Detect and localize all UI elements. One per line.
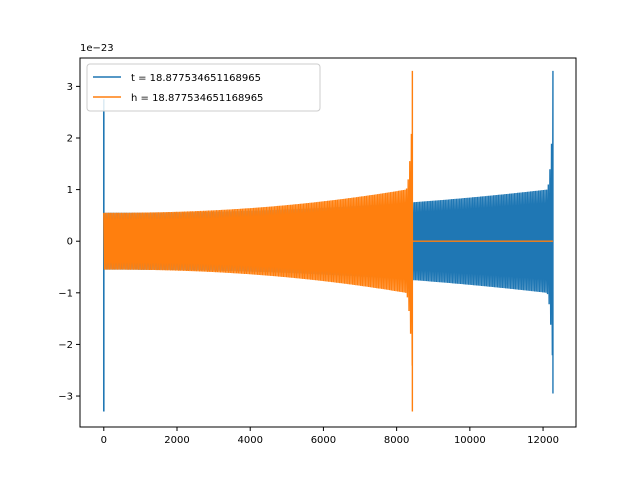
legend-label: t = 18.877534651168965 — [131, 73, 261, 84]
series-layer — [102, 70, 554, 412]
y-tick-label: −2 — [58, 340, 73, 351]
y-tick-label: 3 — [67, 82, 73, 93]
y-tick-label: −3 — [58, 392, 73, 403]
axes-frame — [79, 57, 577, 428]
x-tick-label: 10000 — [454, 435, 486, 446]
series-line — [103, 70, 553, 412]
x-tick-label: 12000 — [527, 435, 559, 446]
y-offset-text: 1e−23 — [80, 43, 114, 54]
y-axis-ticks: −3 −2 −1 0 1 2 3 — [58, 82, 80, 403]
x-tick-label: 8000 — [384, 435, 409, 446]
legend-box — [86, 63, 321, 112]
y-tick-label: −1 — [58, 288, 73, 299]
x-tick-label: 2000 — [164, 435, 189, 446]
x-axis-ticks: 0 2000 4000 6000 8000 10000 12000 — [101, 427, 559, 446]
legend: t = 18.877534651168965 h = 18.87753465116… — [86, 63, 321, 112]
y-tick-label: 1 — [67, 185, 73, 196]
series-h — [103, 70, 553, 412]
y-tick-label: 0 — [67, 237, 73, 248]
legend-label: h = 18.877534651168965 — [131, 93, 263, 104]
x-tick-label: 0 — [101, 435, 107, 446]
x-tick-label: 6000 — [311, 435, 336, 446]
x-tick-label: 4000 — [237, 435, 262, 446]
y-tick-label: 2 — [67, 133, 73, 144]
